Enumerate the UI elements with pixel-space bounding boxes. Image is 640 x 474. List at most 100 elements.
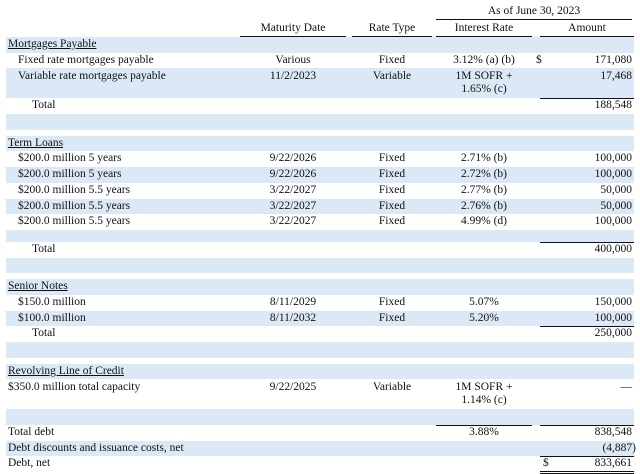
total-label: Total	[32, 242, 56, 255]
interest-rate: 1M SOFR + 1.65% (c)	[455, 70, 513, 96]
maturity-date: 3/22/2027	[269, 215, 317, 228]
row-label: Fixed rate mortgages payable	[18, 53, 154, 66]
spacer-row	[6, 409, 634, 426]
amount: 150,000	[594, 295, 632, 308]
amount: 17,468	[600, 70, 632, 83]
total-debt-row: Total debt 3.88% 838,548	[6, 425, 634, 441]
table-row: Variable rate mortgages payable 11/2/202…	[6, 68, 634, 99]
interest-rate: 3.12% (a) (b)	[453, 53, 515, 66]
maturity-date: 9/22/2026	[269, 168, 317, 181]
rate-type: Fixed	[378, 53, 406, 66]
discounts-label: Debt discounts and issuance costs, net	[8, 441, 184, 454]
interest-rate: 2.76% (b)	[461, 199, 507, 212]
amount: 50,000	[600, 183, 632, 196]
rate-type: Fixed	[378, 168, 406, 181]
maturity-date: 3/22/2027	[269, 199, 317, 212]
interest-rate: 2.77% (b)	[461, 183, 507, 196]
maturity-date: 8/11/2029	[269, 295, 317, 308]
discounts-amount: (4,887)	[602, 441, 636, 454]
section-header-revolver: Revolving Line of Credit	[6, 363, 634, 380]
spacer-row	[6, 114, 634, 130]
section-title: Term Loans	[8, 136, 64, 149]
interest-rate: 4.99% (d)	[461, 215, 507, 228]
rate-type: Fixed	[378, 199, 406, 212]
dollar-sign: $	[536, 53, 542, 66]
subtotal-rule	[540, 241, 634, 243]
row-label: $100.0 million	[18, 311, 86, 324]
amount: 50,000	[600, 199, 632, 212]
table-row: Fixed rate mortgages payable Various Fix…	[6, 53, 634, 69]
row-label: $200.0 million 5 years	[18, 152, 122, 165]
col-maturity-date: Maturity Date	[240, 20, 346, 37]
table-row: $100.0 million 8/11/2032 Fixed 5.20% 100…	[6, 310, 634, 327]
table-row: $200.0 million 5 years 9/22/2026 Fixed 2…	[6, 151, 634, 167]
table-row: $200.0 million 5 years 9/22/2026 Fixed 2…	[6, 167, 634, 183]
total-row: Total 400,000	[6, 241, 634, 258]
row-label: $200.0 million 5.5 years	[18, 183, 131, 196]
section-header-mortgages: Mortgages Payable	[6, 37, 634, 53]
rate-rule	[436, 425, 532, 427]
row-label: $200.0 million 5 years	[18, 168, 122, 181]
column-header-row: Maturity Date Rate Type Interest Rate Am…	[6, 20, 634, 37]
interest-rate: 2.72% (b)	[461, 168, 507, 181]
maturity-date: 11/2/2023	[269, 70, 317, 83]
section-title: Mortgages Payable	[8, 38, 97, 50]
row-label: Variable rate mortgages payable	[18, 70, 166, 83]
as-of-date-header: As of June 30, 2023	[436, 4, 632, 20]
table-row: $150.0 million 8/11/2029 Fixed 5.07% 150…	[6, 295, 634, 311]
subtotal-rule	[540, 98, 634, 100]
maturity-date: 8/11/2032	[269, 311, 317, 324]
maturity-date: 9/22/2026	[269, 152, 317, 165]
table-row: $200.0 million 5.5 years 3/22/2027 Fixed…	[6, 183, 634, 199]
interest-rate: 1M SOFR + 1.14% (c)	[455, 381, 513, 407]
table-row: $200.0 million 5.5 years 3/22/2027 Fixed…	[6, 198, 634, 215]
rate-type: Fixed	[378, 295, 406, 308]
header-as-of-row: As of June 30, 2023	[6, 4, 634, 20]
amount: 100,000	[594, 168, 632, 181]
section-header-term-loans: Term Loans	[6, 135, 634, 152]
amount: —	[620, 381, 633, 394]
total-debt-amount: 838,548	[594, 426, 632, 439]
spacer-row	[6, 257, 634, 274]
net-debt-amount: 833,661	[594, 457, 632, 470]
table-row: $350.0 million total capacity 9/22/2025 …	[6, 379, 634, 409]
amount: 100,000	[594, 152, 632, 165]
row-label: $200.0 million 5.5 years	[18, 199, 131, 212]
table-row: $200.0 million 5.5 years 3/22/2027 Fixed…	[6, 214, 634, 230]
rate-type: Variable	[372, 70, 412, 83]
col-interest-rate: Interest Rate	[436, 20, 532, 37]
amount: 100,000	[594, 215, 632, 228]
rate-type: Variable	[372, 381, 412, 394]
total-row: Total 250,000	[6, 326, 634, 342]
row-label: $350.0 million total capacity	[8, 381, 141, 394]
dollar-sign: $	[543, 457, 549, 470]
total-label: Total	[32, 327, 56, 340]
section-title: Revolving Line of Credit	[8, 364, 124, 377]
amount: 100,000	[594, 311, 632, 324]
net-debt-label: Debt, net	[8, 457, 51, 470]
spacer-row	[6, 342, 634, 358]
total-amount: 188,548	[594, 99, 632, 112]
interest-rate: 2.71% (b)	[461, 152, 507, 165]
maturity-date: 3/22/2027	[269, 183, 317, 196]
total-label: Total	[32, 99, 56, 112]
subtotal-rule	[540, 326, 634, 328]
total-row: Total 188,548	[6, 98, 634, 114]
total-amount: 250,000	[594, 327, 632, 340]
section-title: Senior Notes	[8, 280, 68, 293]
row-label: $200.0 million 5.5 years	[18, 215, 131, 228]
col-rate-type: Rate Type	[352, 20, 432, 37]
rate-type: Fixed	[378, 215, 406, 228]
section-header-senior-notes: Senior Notes	[6, 279, 634, 295]
total-amount: 400,000	[594, 242, 632, 255]
rate-type: Fixed	[378, 152, 406, 165]
subtotal-rule	[540, 425, 634, 427]
total-debt-label: Total debt	[8, 426, 55, 439]
spacer-row	[6, 229, 634, 242]
interest-rate: 5.07%	[469, 295, 499, 308]
discounts-row: Debt discounts and issuance costs, net (…	[6, 440, 636, 457]
maturity-date: Various	[275, 53, 311, 66]
debt-table: As of June 30, 2023 Maturity Date Rate T…	[6, 4, 636, 474]
amount: 171,080	[594, 53, 632, 66]
row-label: $150.0 million	[18, 295, 86, 308]
